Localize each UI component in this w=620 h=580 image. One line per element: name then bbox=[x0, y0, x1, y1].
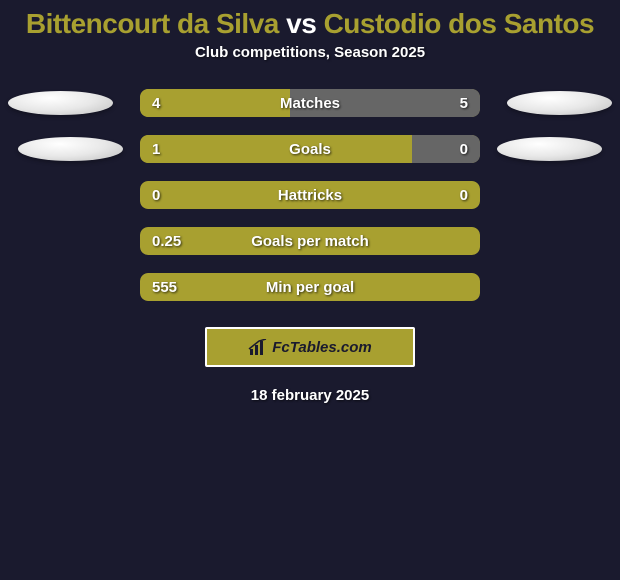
logo-text: FcTables.com bbox=[272, 339, 371, 356]
subtitle: Club competitions, Season 2025 bbox=[0, 44, 620, 61]
stat-label: Matches bbox=[280, 95, 340, 112]
bar-left-fill bbox=[140, 89, 290, 117]
player1-name: Bittencourt da Silva bbox=[26, 8, 279, 39]
player-oval-right bbox=[507, 91, 612, 115]
stat-row: 0 0 Hattricks bbox=[0, 181, 620, 209]
stat-bar: 0 0 Hattricks bbox=[140, 181, 480, 209]
stat-value-left: 4 bbox=[152, 95, 160, 112]
stat-label: Min per goal bbox=[266, 279, 354, 296]
player-oval-left bbox=[8, 91, 113, 115]
stat-bar: 1 0 Goals bbox=[140, 135, 480, 163]
date-text: 18 february 2025 bbox=[0, 387, 620, 404]
player2-name: Custodio dos Santos bbox=[324, 8, 595, 39]
stat-bar: 0.25 Goals per match bbox=[140, 227, 480, 255]
player-oval-right bbox=[497, 137, 602, 161]
stat-value-right: 0 bbox=[460, 141, 468, 158]
stat-value-left: 555 bbox=[152, 279, 177, 296]
stat-bar: 4 5 Matches bbox=[140, 89, 480, 117]
stat-value-right: 0 bbox=[460, 187, 468, 204]
stat-label: Hattricks bbox=[278, 187, 342, 204]
bar-left-fill bbox=[140, 135, 412, 163]
stat-row: 555 Min per goal bbox=[0, 273, 620, 301]
stat-value-left: 0.25 bbox=[152, 233, 181, 250]
stat-row: 4 5 Matches bbox=[0, 89, 620, 117]
page-title: Bittencourt da Silva vs Custodio dos San… bbox=[0, 0, 620, 44]
stat-value-right: 5 bbox=[460, 95, 468, 112]
stat-label: Goals bbox=[289, 141, 331, 158]
bar-right-fill bbox=[412, 135, 480, 163]
stat-value-left: 0 bbox=[152, 187, 160, 204]
stat-value-left: 1 bbox=[152, 141, 160, 158]
vs-text: vs bbox=[286, 8, 316, 39]
stat-bar: 555 Min per goal bbox=[140, 273, 480, 301]
stats-container: 4 5 Matches 1 0 Goals 0 0 Hattricks 0.25 Goals per… bbox=[0, 89, 620, 301]
player-oval-left bbox=[18, 137, 123, 161]
stat-row: 1 0 Goals bbox=[0, 135, 620, 163]
logo-box: FcTables.com bbox=[205, 327, 415, 367]
stat-row: 0.25 Goals per match bbox=[0, 227, 620, 255]
stat-label: Goals per match bbox=[251, 233, 369, 250]
chart-icon bbox=[248, 339, 268, 355]
